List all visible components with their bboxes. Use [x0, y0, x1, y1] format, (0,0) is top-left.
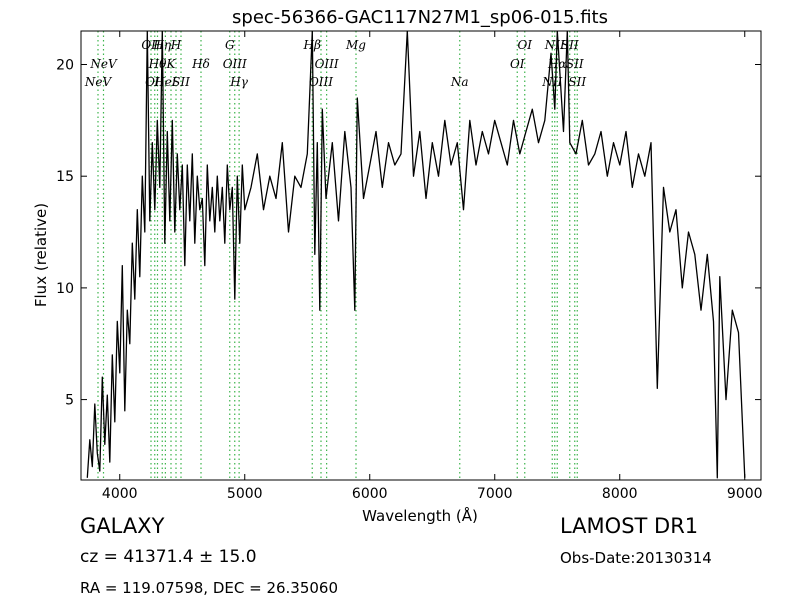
x-tick-label: 7000 [477, 486, 513, 502]
line-marker-label: SII [561, 38, 579, 52]
line-marker-label: Na [450, 75, 469, 89]
x-tick-label: 8000 [602, 486, 638, 502]
line-marker-label: H [170, 38, 182, 52]
survey-name: LAMOST DR1 [560, 514, 699, 538]
x-tick-label: 9000 [727, 486, 763, 502]
line-markers [97, 31, 578, 480]
line-marker-label: SII [566, 57, 584, 71]
y-tick-label: 5 [65, 393, 74, 409]
x-axis-ticks: 4000 5000 6000 7000 8000 9000 [102, 31, 763, 502]
x-tick-label: 5000 [227, 486, 263, 502]
line-marker-label: NeV [89, 57, 118, 71]
line-marker-label: OIII [309, 75, 333, 89]
line-marker-label: K [166, 57, 177, 71]
y-axis-ticks: 5 10 15 20 [56, 58, 761, 409]
line-marker-label: Hγ [229, 75, 248, 89]
line-marker-label: NeV [84, 75, 113, 89]
y-tick-label: 20 [56, 58, 74, 74]
y-tick-label: 15 [56, 169, 74, 185]
redshift-value: cz = 41371.4 ± 15.0 [80, 547, 257, 567]
marker-labels: NeVNeVOIIOIIHθHηHeIKHSIIHδGOIIIHγHβOIIIO… [84, 38, 587, 89]
line-marker-label: G [225, 38, 235, 52]
chart-title: spec-56366-GAC117N27M1_sp06-015.fits [232, 7, 608, 28]
line-marker-label: OI [510, 57, 525, 71]
line-marker-label: Mg [345, 38, 366, 52]
line-marker-label: Hδ [191, 57, 210, 71]
line-marker-label: OIII [223, 57, 247, 71]
x-axis-label: Wavelength (Å) [362, 506, 478, 525]
observation-date: Obs-Date:20130314 [560, 549, 712, 567]
coordinates: RA = 119.07598, DEC = 26.35060 [80, 579, 339, 597]
line-marker-label: SII [568, 75, 586, 89]
line-marker-label: OI [517, 38, 532, 52]
line-marker-label: OII [141, 38, 161, 52]
line-marker-label: HeI [153, 75, 177, 89]
spectrum-line [86, 31, 746, 479]
line-marker-label: OIII [315, 57, 339, 71]
x-tick-label: 6000 [352, 486, 388, 502]
line-marker-label: SII [172, 75, 190, 89]
object-class: GALAXY [80, 514, 165, 538]
plot-frame [80, 30, 762, 481]
line-marker-label: NII [541, 75, 562, 89]
line-marker-label: Hθ [148, 57, 167, 71]
line-marker-label: NII [544, 38, 565, 52]
x-tick-label: 4000 [102, 486, 138, 502]
line-marker-label: OII [145, 75, 165, 89]
y-axis-label: Flux (relative) [32, 203, 50, 307]
y-tick-label: 10 [56, 281, 74, 297]
